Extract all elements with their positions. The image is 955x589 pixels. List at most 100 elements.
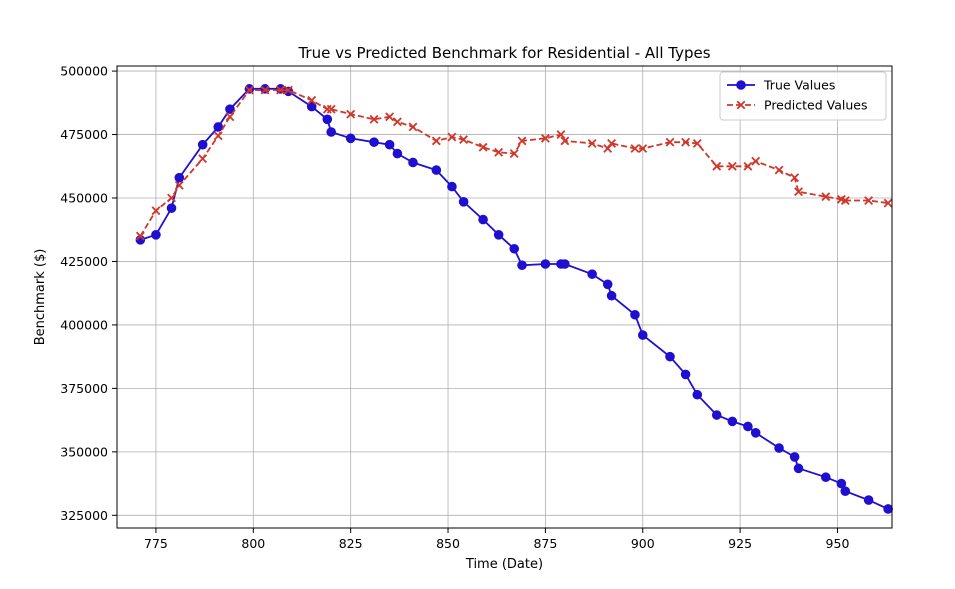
data-point <box>712 161 722 171</box>
y-tick-label: 475000 <box>60 127 108 142</box>
data-point <box>774 165 784 175</box>
y-tick-label: 450000 <box>60 191 108 206</box>
data-point <box>820 472 831 483</box>
legend: True Values Predicted Values <box>719 71 887 121</box>
data-point <box>789 452 800 462</box>
data-point <box>840 486 851 496</box>
data-point <box>213 131 223 141</box>
series-layer <box>135 84 893 514</box>
data-point <box>606 290 617 301</box>
data-point <box>326 104 336 114</box>
y-tick-label: 500000 <box>60 64 108 79</box>
data-point <box>458 197 469 207</box>
data-point <box>198 154 208 164</box>
data-point <box>509 149 519 159</box>
x-tick-label: 775 <box>144 536 168 551</box>
x-tick-label: 925 <box>728 536 752 551</box>
data-point <box>151 206 161 216</box>
data-point <box>602 279 613 290</box>
legend-item-predicted-values: Predicted Values <box>727 98 868 113</box>
data-point <box>447 181 457 192</box>
data-point <box>743 421 753 432</box>
data-point <box>638 144 648 153</box>
data-point <box>174 180 184 190</box>
legend-label: True Values <box>763 78 835 93</box>
data-point <box>883 198 893 208</box>
data-point <box>494 147 504 157</box>
data-point <box>727 161 737 171</box>
data-point <box>665 137 675 147</box>
data-point <box>283 85 293 95</box>
data-point <box>727 416 738 427</box>
data-point <box>408 122 418 132</box>
x-tick-label: 900 <box>631 536 655 551</box>
data-point <box>225 104 235 114</box>
x-tick-label: 950 <box>826 536 850 551</box>
data-point <box>560 259 570 269</box>
data-point <box>225 112 235 122</box>
x-axis-label: Time (Date) <box>465 557 543 572</box>
data-point <box>692 389 703 400</box>
data-point <box>307 95 317 105</box>
data-point <box>711 410 722 420</box>
y-tick-label: 425000 <box>60 254 108 269</box>
data-point <box>326 127 336 137</box>
legend-marker <box>736 80 746 90</box>
data-point <box>509 243 520 254</box>
data-point <box>408 157 418 168</box>
data-point <box>447 132 457 142</box>
data-point <box>322 114 333 125</box>
data-point <box>750 428 761 438</box>
data-point <box>630 144 640 153</box>
data-point <box>478 142 488 152</box>
data-point <box>384 139 395 150</box>
axis-ticks: 775 800 825 850 875 900 925 950 325000 350000 3750… <box>60 64 849 551</box>
data-point <box>863 495 874 505</box>
x-tick-label: 800 <box>241 536 265 551</box>
data-point <box>431 165 442 175</box>
data-point <box>197 139 208 150</box>
data-point <box>587 269 597 279</box>
y-tick-label: 325000 <box>60 508 108 523</box>
data-point <box>794 187 803 197</box>
data-point <box>369 137 379 147</box>
data-point <box>174 172 185 183</box>
data-point <box>493 230 504 240</box>
x-tick-label: 875 <box>533 536 557 551</box>
data-point <box>260 85 270 95</box>
data-point <box>790 173 800 183</box>
data-point <box>607 138 617 148</box>
data-point <box>840 196 850 205</box>
data-point <box>681 137 691 147</box>
data-point <box>883 504 893 514</box>
data-point <box>369 114 379 124</box>
data-point <box>692 138 702 148</box>
data-point <box>560 136 570 146</box>
data-point <box>392 148 403 159</box>
data-point <box>821 192 831 202</box>
data-point <box>836 478 847 489</box>
data-point <box>793 463 804 474</box>
data-point <box>385 112 395 122</box>
series-predicted-values <box>135 85 893 241</box>
data-point <box>665 351 675 362</box>
y-tick-label: 375000 <box>60 381 108 396</box>
data-point <box>346 109 356 119</box>
data-point <box>459 135 469 145</box>
data-point <box>276 85 286 95</box>
grid <box>117 66 892 528</box>
data-point <box>680 369 691 380</box>
data-point <box>151 230 161 240</box>
data-point <box>517 136 527 146</box>
data-point <box>540 133 550 143</box>
data-point <box>392 117 402 127</box>
y-tick-label: 400000 <box>60 317 108 332</box>
y-tick-label: 350000 <box>60 444 108 459</box>
data-point <box>637 330 648 340</box>
data-point <box>135 231 145 241</box>
data-point <box>630 309 640 320</box>
y-axis-label: Benchmark ($) <box>33 249 48 346</box>
data-point <box>774 443 784 453</box>
